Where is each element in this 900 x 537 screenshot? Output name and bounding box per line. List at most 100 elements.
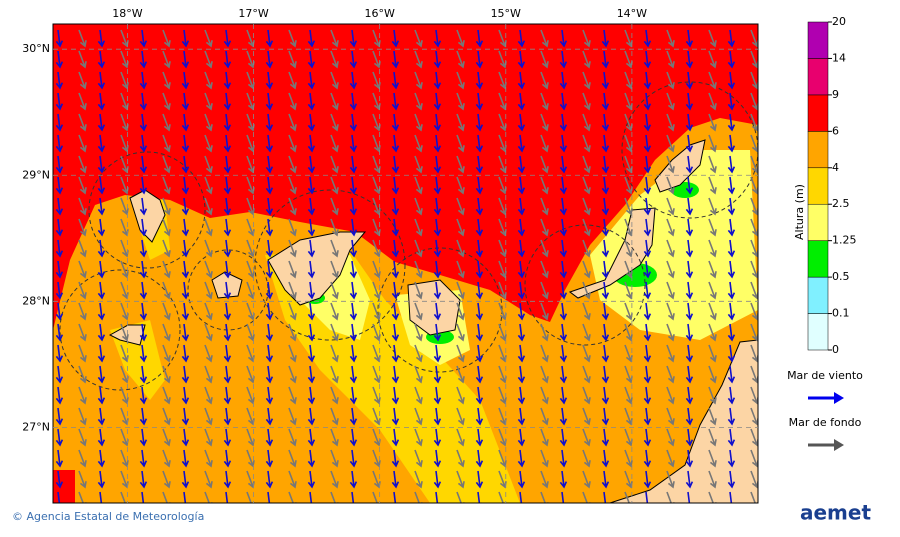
arrow bbox=[266, 491, 274, 503]
arrow bbox=[666, 197, 675, 216]
arrow bbox=[349, 323, 358, 342]
arrow bbox=[582, 470, 591, 489]
arrow bbox=[223, 260, 232, 279]
arrow bbox=[643, 407, 652, 426]
arrow bbox=[265, 176, 274, 195]
arrow bbox=[162, 239, 171, 258]
arrow bbox=[330, 176, 339, 195]
colorbar-label: 0.5 bbox=[832, 270, 850, 283]
arrow bbox=[204, 50, 213, 69]
arrow bbox=[55, 218, 64, 237]
arrow bbox=[559, 386, 568, 405]
arrow bbox=[181, 386, 190, 405]
arrow bbox=[498, 71, 507, 90]
arrow bbox=[330, 239, 339, 258]
arrow bbox=[601, 155, 610, 174]
arrow bbox=[414, 218, 423, 237]
arrow bbox=[708, 239, 717, 258]
arrow bbox=[685, 260, 694, 279]
arrow bbox=[330, 386, 339, 405]
arrow bbox=[391, 239, 400, 258]
arrow bbox=[624, 71, 633, 90]
arrow bbox=[559, 428, 568, 447]
arrow bbox=[601, 449, 610, 468]
arrow bbox=[372, 386, 381, 405]
arrow bbox=[78, 260, 87, 279]
arrow bbox=[97, 218, 106, 237]
arrow bbox=[349, 176, 358, 195]
arrow bbox=[643, 50, 652, 69]
arrow bbox=[708, 197, 717, 216]
arrow bbox=[204, 386, 213, 405]
arrow bbox=[517, 92, 526, 111]
arrow bbox=[246, 491, 255, 503]
arrow bbox=[55, 449, 64, 468]
arrow bbox=[391, 92, 400, 111]
arrow bbox=[414, 302, 423, 321]
arrow bbox=[601, 218, 610, 237]
arrow bbox=[349, 470, 358, 489]
arrow bbox=[162, 155, 171, 174]
arrow bbox=[97, 428, 106, 447]
arrow bbox=[414, 386, 423, 405]
arrow bbox=[685, 323, 694, 342]
arrow bbox=[223, 386, 232, 405]
arrow bbox=[727, 365, 736, 384]
arrow bbox=[307, 239, 316, 258]
arrow bbox=[223, 197, 232, 216]
arrow bbox=[204, 491, 213, 503]
arrow bbox=[685, 29, 694, 48]
arrow bbox=[97, 155, 106, 174]
arrow bbox=[475, 197, 484, 216]
arrow bbox=[727, 155, 736, 174]
arrow bbox=[582, 29, 591, 48]
arrow bbox=[97, 260, 106, 279]
arrow bbox=[708, 71, 717, 90]
arrow bbox=[139, 176, 148, 195]
arrow bbox=[349, 50, 358, 69]
arrow bbox=[517, 302, 526, 321]
colorbar-label: 0 bbox=[832, 343, 839, 356]
arrow bbox=[349, 29, 358, 48]
arrow bbox=[582, 155, 591, 174]
arrow bbox=[265, 428, 274, 447]
arrow bbox=[559, 155, 568, 174]
arrow bbox=[204, 407, 213, 426]
arrow bbox=[55, 29, 64, 48]
arrow bbox=[708, 491, 717, 503]
arrow bbox=[288, 323, 297, 342]
arrow bbox=[288, 71, 297, 90]
arrow bbox=[162, 50, 171, 69]
arrow bbox=[78, 323, 87, 342]
arrow bbox=[666, 176, 675, 195]
arrow bbox=[162, 92, 171, 111]
y-tick-label: 28°N bbox=[22, 294, 50, 307]
arrow bbox=[666, 134, 675, 153]
arrow bbox=[685, 407, 694, 426]
arrow bbox=[307, 365, 316, 384]
arrow bbox=[139, 239, 148, 258]
arrow bbox=[78, 134, 87, 153]
arrow bbox=[685, 470, 694, 489]
arrow bbox=[78, 491, 87, 503]
arrow bbox=[414, 470, 423, 489]
arrow bbox=[246, 386, 255, 405]
arrow bbox=[414, 491, 423, 503]
arrow bbox=[456, 50, 465, 69]
arrow bbox=[666, 323, 675, 342]
arrow bbox=[288, 92, 297, 111]
colorbar-label: 9 bbox=[832, 88, 839, 101]
arrow bbox=[685, 365, 694, 384]
arrow bbox=[643, 281, 652, 300]
arrow bbox=[162, 491, 171, 503]
arrow bbox=[582, 218, 591, 237]
arrow bbox=[708, 365, 717, 384]
arrow bbox=[349, 71, 358, 90]
arrow bbox=[55, 71, 64, 90]
arrow bbox=[643, 113, 652, 132]
arrow bbox=[727, 197, 736, 216]
arrow bbox=[601, 260, 610, 279]
arrow bbox=[475, 218, 484, 237]
arrow bbox=[601, 323, 610, 342]
arrow bbox=[349, 218, 358, 237]
